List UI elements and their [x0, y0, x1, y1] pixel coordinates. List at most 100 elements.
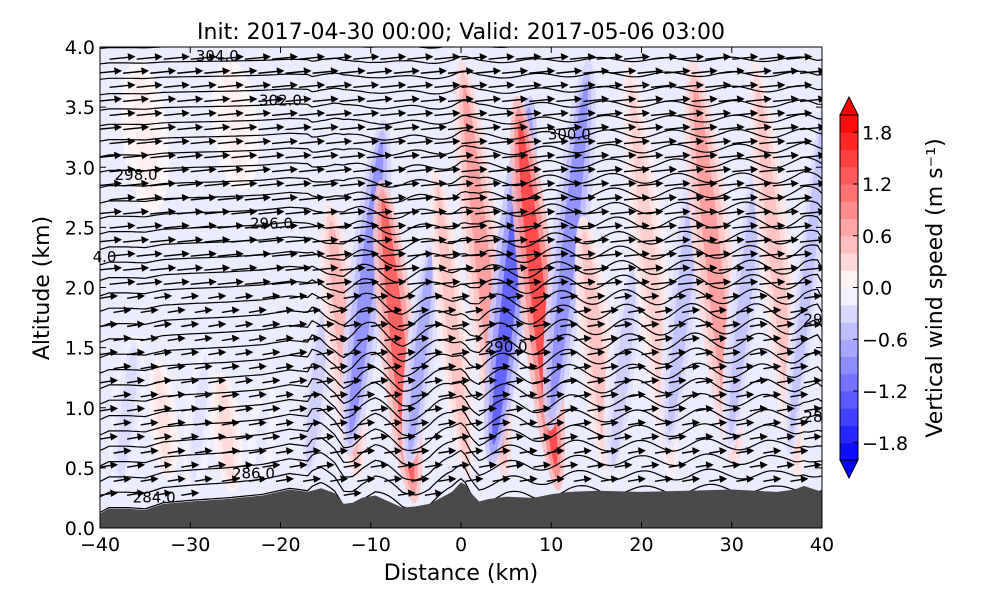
colorbar-segment: [840, 115, 858, 133]
wind-arrow: [100, 207, 123, 216]
wind-arrow: [407, 109, 434, 117]
terrain: [100, 482, 822, 528]
colorbar-segment: [840, 253, 858, 271]
wind-arrow: [722, 433, 741, 441]
wind-arrow: [271, 193, 299, 202]
x-tick-label: −10: [351, 534, 391, 556]
wind-arrow: [475, 123, 502, 132]
colorbar: 1.8 1.2 0.6 0.0 −0.6 −1.2 −1.8: [839, 95, 908, 480]
wind-arrow: [262, 320, 281, 328]
x-tick-label: −30: [170, 534, 210, 556]
wind-arrow: [194, 306, 213, 314]
wind-arrow: [475, 151, 502, 160]
wind-arrow: [776, 461, 795, 469]
wind-arrow: [451, 320, 470, 328]
wind-arrow: [654, 447, 674, 455]
contour-label: 286.0: [232, 464, 275, 482]
wind-arrow: [312, 123, 339, 132]
wind-arrow: [326, 278, 353, 286]
wind-arrow: [190, 165, 217, 174]
wind-arrow: [596, 193, 623, 202]
wind-arrow: [745, 123, 772, 132]
wind-arrow: [258, 123, 285, 132]
wind-arrow: [407, 81, 434, 89]
wind-arrow: [262, 404, 281, 413]
wind-arrow: [100, 348, 119, 357]
wind-arrow: [244, 53, 271, 61]
wind-arrow: [289, 433, 308, 441]
wind-arrow: [275, 334, 295, 343]
wind-arrow: [573, 362, 592, 371]
wind-arrow: [583, 67, 610, 75]
wind-arrow: [100, 433, 119, 441]
wind-arrow: [492, 334, 511, 343]
wind-arrow: [799, 264, 822, 272]
x-tick-label: 30: [720, 534, 744, 556]
colorbar-segment: [840, 373, 858, 392]
wind-arrow: [596, 53, 623, 61]
wind-arrow: [330, 306, 349, 314]
contour-label: 284.0: [133, 488, 176, 506]
wind-arrow: [556, 95, 583, 103]
wind-arrow: [302, 362, 322, 371]
isentrope-line: [100, 302, 822, 332]
wind-arrow: [140, 334, 159, 343]
isentrope-line: [100, 244, 822, 268]
wind-arrow: [736, 447, 755, 455]
y-tick-label: 3.5: [65, 97, 95, 119]
wind-arrow: [339, 236, 366, 244]
wind-arrow: [248, 418, 267, 427]
wind-arrow: [194, 362, 213, 371]
wind-arrow: [650, 53, 678, 61]
wind-arrow: [397, 489, 416, 497]
wind-arrow: [235, 320, 254, 328]
wind-arrow: [556, 67, 583, 75]
wind-arrow: [380, 193, 407, 202]
wind-arrow: [411, 306, 430, 314]
wind-arrow: [190, 278, 217, 286]
wind-arrow: [100, 489, 119, 497]
wind-arrow: [190, 137, 217, 146]
wind-arrow: [745, 95, 772, 103]
colorbar-tick-label: −0.6: [862, 329, 908, 351]
wind-arrow: [556, 151, 583, 160]
wind-arrow: [637, 151, 664, 160]
wind-arrow: [262, 376, 281, 385]
wind-arrow: [204, 123, 231, 132]
isentrope-line: [100, 99, 822, 111]
wind-arrow: [353, 250, 380, 258]
wind-arrow: [353, 278, 380, 286]
wind-arrow: [275, 475, 295, 483]
colorbar-segment: [840, 425, 858, 444]
wind-arrow: [330, 390, 349, 399]
wind-arrow: [745, 236, 772, 244]
wind-arrow: [154, 292, 173, 300]
wind-arrow: [136, 81, 163, 89]
wind-arrow: [177, 95, 204, 103]
wind-arrow: [208, 461, 227, 469]
wind-arrow: [384, 390, 403, 399]
x-axis: −40 −30 −20 −10 0 10 20 30 40: [80, 47, 834, 556]
wind-arrow: [478, 320, 498, 328]
contour-label: 300.0: [548, 125, 591, 143]
colorbar-segment: [840, 339, 858, 357]
wind-arrow: [231, 95, 258, 103]
wind-arrow: [285, 179, 312, 188]
wind-arrow: [515, 109, 542, 117]
wind-arrow: [100, 404, 119, 413]
wind-arrow: [353, 165, 380, 174]
wind-arrow: [641, 376, 660, 385]
wind-arrow: [668, 348, 687, 357]
wind-arrow: [154, 348, 173, 357]
wind-arrow: [732, 193, 759, 202]
wind-arrow: [736, 390, 755, 399]
wind-arrow: [204, 151, 231, 160]
wind-arrow: [285, 123, 312, 132]
wind-arrow: [326, 81, 353, 89]
wind-arrow: [650, 81, 678, 89]
colorbar-tick-label: 1.8: [862, 122, 892, 144]
wind-arrow: [177, 207, 204, 216]
wind-arrow: [641, 348, 660, 357]
colorbar-segment: [840, 201, 858, 219]
wind-arrow: [393, 123, 420, 132]
